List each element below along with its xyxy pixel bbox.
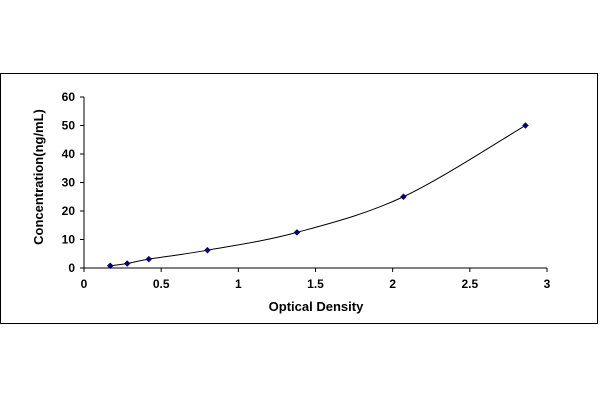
chart-frame (0, 73, 598, 324)
curve-layer (110, 125, 526, 267)
y-tick-label: 30 (62, 176, 76, 190)
y-tick-label: 50 (62, 119, 76, 133)
y-tick-label: 10 (62, 233, 76, 247)
y-tick-label: 60 (62, 90, 76, 104)
data-point (293, 229, 301, 236)
x-tick-label: 2.5 (461, 277, 478, 291)
data-point (106, 262, 114, 270)
x-tick-label: 0.5 (153, 277, 170, 291)
x-axis-title: Optical Density (269, 299, 364, 314)
data-point (522, 122, 529, 129)
data-point (123, 260, 131, 267)
x-tick-label: 2 (389, 277, 396, 291)
y-axis-title: Concentration(ng/mL) (31, 109, 46, 245)
y-tick-label: 40 (62, 147, 76, 161)
data-point (204, 246, 211, 254)
series-line (110, 125, 526, 267)
points-layer (106, 122, 529, 270)
x-tick-label: 3 (544, 277, 551, 291)
x-tick-label: 0 (81, 277, 88, 291)
x-tick-label: 1 (235, 277, 242, 291)
x-tick-label: 1.5 (307, 277, 324, 291)
data-point (145, 255, 153, 263)
y-tick-label: 0 (68, 261, 75, 275)
data-point (400, 193, 407, 201)
y-tick-label: 20 (62, 204, 76, 218)
